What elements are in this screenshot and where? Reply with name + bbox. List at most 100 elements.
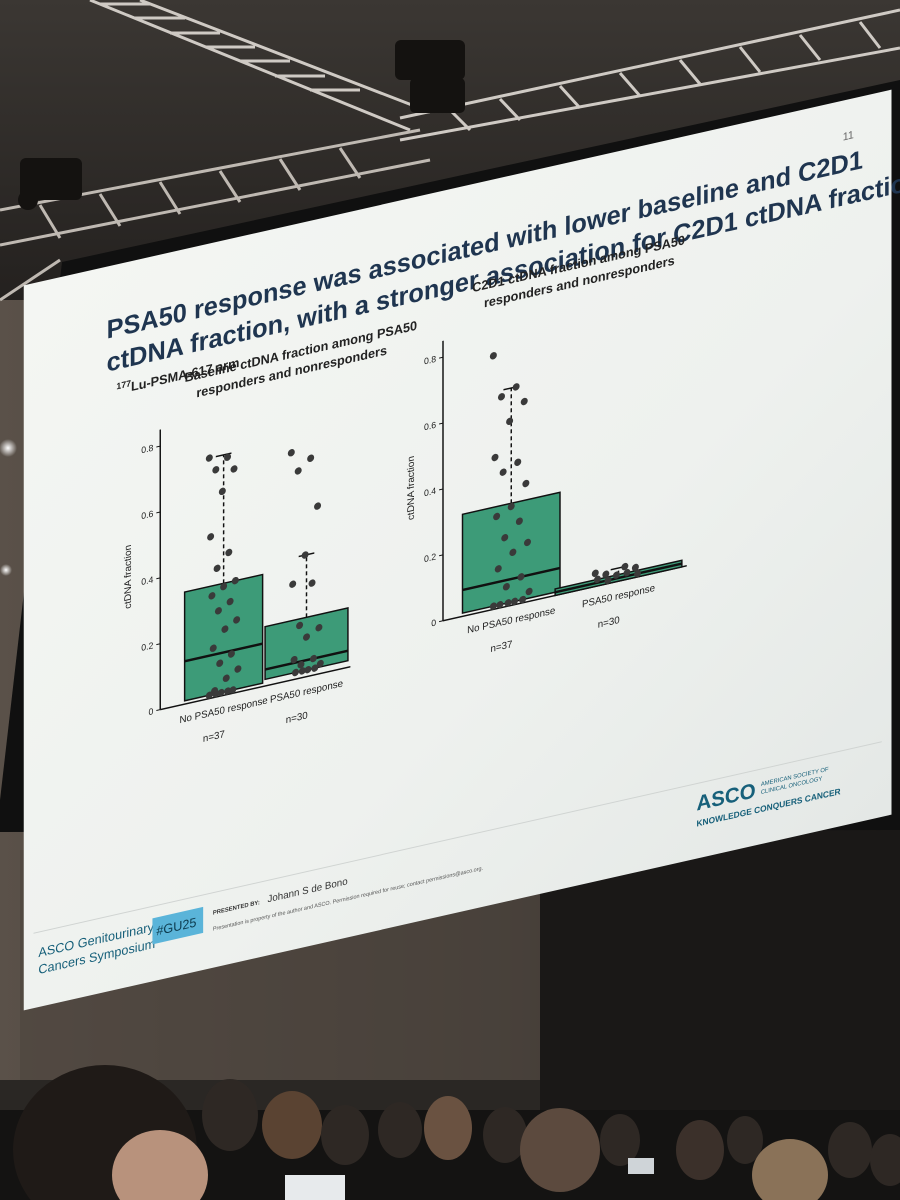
data-point — [225, 548, 233, 557]
box — [183, 573, 264, 702]
audience — [0, 1065, 900, 1200]
data-point — [212, 466, 220, 474]
y-tick — [156, 511, 161, 514]
data-point — [217, 688, 225, 697]
data-point — [507, 502, 515, 511]
data-point — [315, 623, 323, 632]
data-point — [294, 467, 302, 475]
data-point — [496, 600, 504, 609]
y-tick — [439, 356, 444, 359]
data-point — [314, 502, 322, 510]
data-point — [604, 576, 612, 584]
y-tick-label: 0 — [149, 706, 154, 717]
laptop-screen — [285, 1175, 345, 1200]
laptop-screen — [628, 1158, 654, 1174]
n-label: n=30 — [598, 615, 620, 631]
y-tick — [156, 643, 161, 646]
data-point — [307, 454, 315, 462]
y-tick-label: 0 — [431, 617, 436, 628]
data-point — [218, 487, 226, 496]
y-tick-label: 0.2 — [141, 640, 153, 653]
data-point — [309, 654, 317, 663]
data-point — [224, 453, 232, 461]
y-tick — [156, 445, 161, 448]
data-point — [301, 551, 309, 559]
data-point — [512, 383, 520, 391]
y-axis-label: ctDNA fraction — [406, 455, 417, 521]
n-label: n=37 — [203, 729, 225, 745]
ceiling-light — [0, 439, 17, 457]
footer-divider — [33, 741, 882, 934]
audience-heads — [202, 1079, 900, 1200]
data-point — [489, 602, 497, 610]
data-point — [602, 570, 610, 578]
stage-lights — [18, 40, 465, 210]
n-label: n=37 — [491, 639, 513, 655]
y-tick — [439, 554, 444, 557]
data-point — [523, 538, 532, 547]
y-tick-label: 0.8 — [141, 443, 153, 456]
data-point — [231, 576, 239, 585]
data-point — [233, 616, 241, 624]
y-tick — [439, 422, 444, 425]
data-point — [504, 599, 512, 607]
data-point — [525, 587, 533, 596]
data-point — [493, 512, 501, 521]
arm-superscript: 177 — [116, 378, 131, 391]
data-point — [519, 595, 527, 604]
data-point — [289, 580, 297, 588]
data-point — [509, 548, 517, 557]
data-point — [489, 352, 497, 360]
y-tick-label: 0.8 — [424, 354, 436, 367]
data-point — [205, 691, 213, 699]
data-point — [227, 650, 235, 658]
data-point — [297, 660, 305, 669]
data-point — [221, 625, 229, 633]
data-point — [209, 644, 217, 652]
data-point — [520, 397, 528, 406]
data-point — [224, 687, 232, 695]
foreground-face — [112, 1130, 208, 1200]
median-line — [555, 562, 682, 594]
data-point — [514, 458, 522, 466]
data-point — [212, 690, 220, 698]
data-point — [304, 666, 312, 674]
data-point — [316, 659, 324, 668]
data-point — [230, 465, 238, 473]
data-point — [308, 579, 316, 587]
y-tick-label: 0.4 — [424, 486, 436, 499]
data-point — [302, 633, 311, 641]
data-point — [208, 592, 216, 600]
y-tick — [156, 577, 161, 580]
hashtag-badge — [152, 906, 204, 945]
y-axis-label: ctDNA fraction — [123, 544, 134, 610]
y-tick-label: 0.2 — [424, 551, 436, 564]
y-tick-label: 0.4 — [141, 574, 153, 587]
median-line — [184, 642, 263, 663]
data-point — [216, 659, 224, 667]
data-point — [298, 667, 306, 675]
truss-upper — [89, 0, 900, 142]
slide-background — [23, 89, 892, 1011]
data-point — [501, 534, 509, 542]
data-point — [214, 607, 222, 615]
y-tick-label: 0.6 — [141, 508, 153, 521]
data-point — [296, 621, 304, 630]
data-point — [593, 575, 601, 584]
data-point — [621, 562, 629, 571]
page-number: 11 — [843, 129, 854, 144]
n-label: n=30 — [286, 710, 308, 726]
data-point — [234, 665, 242, 673]
data-point — [517, 573, 525, 581]
data-point — [502, 583, 510, 591]
data-point — [497, 393, 506, 401]
data-point — [631, 563, 639, 572]
data-point — [634, 569, 642, 578]
y-tick — [439, 488, 444, 491]
data-point — [311, 664, 319, 672]
y-tick — [156, 709, 161, 711]
data-point — [290, 655, 298, 664]
median-line — [265, 649, 348, 671]
y-tick-label: 0.6 — [424, 420, 436, 433]
